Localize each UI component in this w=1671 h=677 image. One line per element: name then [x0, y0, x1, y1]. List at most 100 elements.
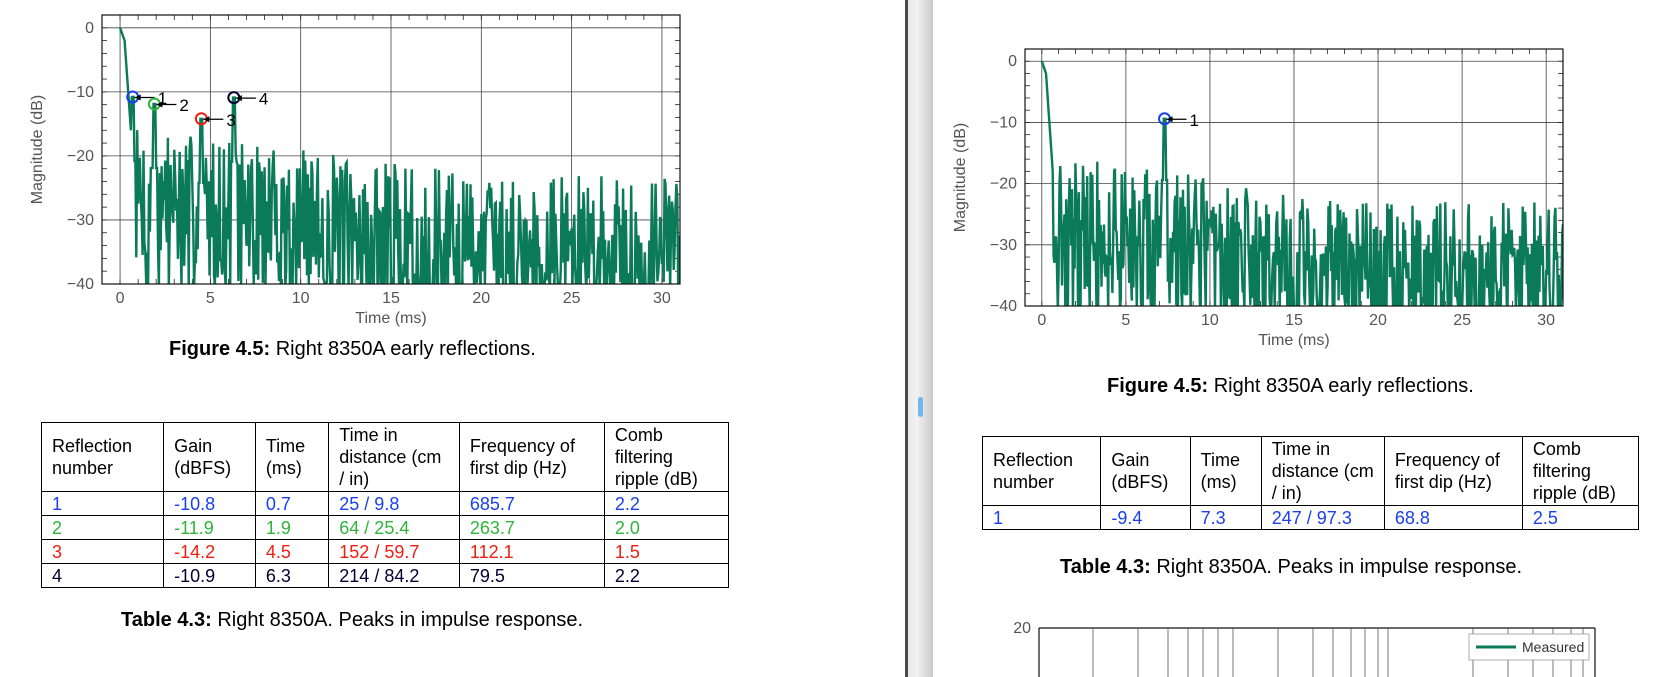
table-cell: 263.7	[458, 515, 605, 540]
figure-caption-right: Figure 4.5: Right 8350A early reflection…	[1107, 375, 1474, 398]
peak-arrowhead-1	[1166, 116, 1173, 123]
x-tick-label: 20	[1369, 312, 1387, 329]
peak-label-1: 1	[1190, 111, 1199, 130]
table-caption-text: Right 8350A. Peaks in impulse response.	[1150, 556, 1523, 578]
table-cell: 0.7	[254, 491, 330, 516]
plot-frame	[101, 14, 681, 285]
table-header-cell: Time in distance (cm / in)	[328, 422, 460, 492]
peak-label-4: 4	[259, 90, 268, 109]
x-tick-label: 25	[563, 290, 581, 307]
table-header-cell: Gain (dBFS)	[1100, 436, 1191, 506]
table-row: 1 -10.8 0.7 25 / 9.8 685.7 2.2	[40, 491, 730, 516]
peak-label-2: 2	[179, 96, 188, 115]
figure-caption-text: Right 8350A early reflections.	[270, 338, 536, 360]
table-cell: 6.3	[254, 563, 330, 588]
table-header-cell: Time (ms)	[1189, 436, 1262, 506]
y-axis-label: Magnitude (dB)	[29, 95, 46, 204]
figure-caption-label: Figure 4.5:	[169, 338, 271, 360]
table-cell: 112.1	[458, 539, 605, 564]
table-caption-label: Table 4.3:	[121, 609, 212, 631]
table-cell: 685.7	[458, 491, 605, 516]
y-tick-label: −30	[990, 237, 1017, 254]
table-header-cell: Comb filtering ripple (dB)	[603, 422, 730, 492]
table-cell: -9.4	[1100, 505, 1191, 530]
legend-label: Measured	[1522, 639, 1584, 655]
x-tick-label: 30	[1537, 312, 1555, 329]
table-cell: 247 / 97.3	[1260, 505, 1385, 530]
table-cell: 2.2	[603, 563, 730, 588]
table-header-row: Reflection number Gain (dBFS) Time (ms) Tim…	[981, 436, 1640, 506]
table-cell: 2	[40, 515, 165, 540]
table-row: 3 -14.2 4.5 152 / 59.7 112.1 1.5	[40, 539, 730, 564]
y-tick-label: −10	[67, 84, 94, 101]
impulse-response-chart-right: 0 5 10 15 20 25 30 0 −10 −20 −30 −40 Time (ms) Magnit…	[952, 48, 1564, 349]
x-tick-label: 20	[472, 290, 490, 307]
table-cell: 1	[40, 491, 165, 516]
table-header-cell: Frequency of first dip (Hz)	[1383, 436, 1523, 506]
table-caption-left: Table 4.3: Right 8350A. Peaks in impulse…	[121, 609, 583, 632]
x-tick-label: 15	[382, 290, 400, 307]
peaks-table-right: Reflection number Gain (dBFS) Time (ms) Tim…	[981, 436, 1640, 530]
table-cell: 4.5	[254, 539, 330, 564]
table-caption-label: Table 4.3:	[1060, 556, 1151, 578]
table-cell: 68.8	[1383, 505, 1523, 530]
table-header-cell: Reflection number	[40, 422, 165, 492]
table-caption-right: Table 4.3: Right 8350A. Peaks in impulse…	[1060, 556, 1522, 579]
table-cell: 25 / 9.8	[328, 491, 460, 516]
peak-arrowhead-1	[134, 94, 141, 101]
peaks-table-left: Reflection number Gain (dBFS) Time (ms) Tim…	[40, 422, 730, 588]
table-caption-text: Right 8350A. Peaks in impulse response.	[211, 609, 584, 631]
table-cell: -10.9	[163, 563, 256, 588]
table-cell: -14.2	[163, 539, 256, 564]
table-cell: 7.3	[1189, 505, 1262, 530]
figure-caption-left: Figure 4.5: Right 8350A early reflection…	[169, 338, 536, 361]
table-cell: 1.5	[603, 539, 730, 564]
x-tick-label: 5	[206, 290, 215, 307]
peak-arrowhead-2	[156, 101, 163, 108]
x-tick-label: 25	[1453, 312, 1471, 329]
impulse-response-line	[1040, 60, 1563, 306]
x-tick-label: 30	[653, 290, 671, 307]
split-view-drag-handle[interactable]	[918, 397, 923, 417]
table-cell: 79.5	[458, 563, 605, 588]
table-cell: 214 / 84.2	[328, 563, 460, 588]
y-axis-label: Magnitude (dB)	[952, 123, 969, 232]
peak-label-1: 1	[158, 89, 167, 108]
plot-frame	[1024, 48, 1564, 307]
figure-caption-text: Right 8350A early reflections.	[1208, 375, 1474, 397]
table-cell: 3	[40, 539, 165, 564]
y-tick-label: −30	[67, 212, 94, 229]
table-row: 4 -10.9 6.3 214 / 84.2 79.5 2.2	[40, 563, 730, 588]
y-tick-label: 0	[85, 20, 94, 37]
y-tick-label: −20	[67, 148, 94, 165]
table-cell: 64 / 25.4	[328, 515, 460, 540]
x-tick-label: 0	[116, 290, 125, 307]
table-cell: 4	[40, 563, 165, 588]
split-view-divider[interactable]	[905, 0, 933, 677]
impulse-response-line	[118, 27, 680, 284]
x-axis-label: Time (ms)	[355, 310, 426, 327]
x-tick-label: 10	[1201, 312, 1219, 329]
table-header-cell: Time (ms)	[254, 422, 330, 492]
table-header-row: Reflection number Gain (dBFS) Time (ms) Tim…	[40, 422, 730, 492]
right-document-page: 0 5 10 15 20 25 30 0 −10 −20 −30 −40 Time (ms) Magnit…	[933, 0, 1671, 677]
table-header-cell: Comb filtering ripple (dB)	[1521, 436, 1640, 506]
x-tick-label: 5	[1121, 312, 1130, 329]
y-tick-label: 0	[1008, 53, 1017, 70]
table-cell: 2.5	[1521, 505, 1640, 530]
peak-arrowhead-4	[235, 95, 242, 102]
figure-caption-label: Figure 4.5:	[1107, 375, 1209, 397]
table-cell: 152 / 59.7	[328, 539, 460, 564]
table-cell: 1.9	[254, 515, 330, 540]
table-row: 2 -11.9 1.9 64 / 25.4 263.7 2.0	[40, 515, 730, 540]
peak-label-3: 3	[226, 111, 235, 130]
y-tick-label: −40	[990, 298, 1017, 315]
next-chart-partial: 20 Measured	[1013, 620, 1596, 677]
y-tick-label: −10	[990, 114, 1017, 131]
left-document-page: 0 5 10 15 20 25 30 0 −10 −20 −30 −40 Time (ms) Magnit…	[29, 14, 730, 632]
peak-arrowhead-3	[203, 116, 210, 123]
x-axis-label: Time (ms)	[1258, 332, 1329, 349]
table-header-cell: Frequency of first dip (Hz)	[458, 422, 605, 492]
x-tick-label: 10	[292, 290, 310, 307]
y-tick-label: −40	[67, 276, 94, 293]
